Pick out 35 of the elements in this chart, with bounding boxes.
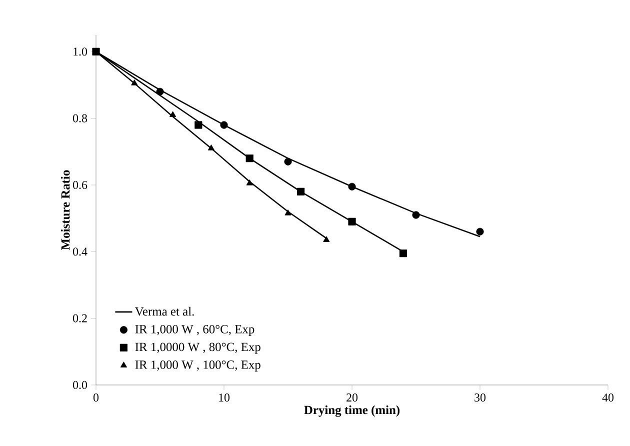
point	[412, 211, 420, 219]
y-axis-title: Moisture Ratio	[60, 170, 70, 250]
point	[208, 144, 215, 150]
point	[348, 218, 356, 226]
y-tick-label: 1.0	[74, 48, 88, 56]
y-tick-label: 0.4	[72, 248, 88, 256]
legend-label: Verma et al.	[134, 306, 194, 316]
x-tick-label: 40	[602, 394, 614, 402]
y-tick-label: 0.6	[72, 180, 88, 190]
point	[92, 48, 100, 56]
x-tick-label: 20	[346, 394, 358, 402]
x-axis-title: Drying time (min)	[304, 405, 400, 417]
point	[194, 121, 202, 129]
point	[246, 180, 253, 186]
y-tick-label: 0.2	[72, 314, 87, 322]
point	[284, 158, 292, 166]
point	[220, 121, 228, 129]
legend-label: IR 1,0000 W , 80°C, Exp	[135, 342, 260, 354]
point	[170, 111, 176, 117]
point	[156, 88, 164, 96]
point	[246, 154, 254, 162]
legend-label: IR 1,000 W , 100°C, Exp	[135, 360, 260, 372]
point	[284, 210, 292, 216]
point	[476, 228, 484, 236]
x-tick-label: 30	[474, 394, 486, 402]
legend-label: IR 1,000 W , 60°C, Exp	[135, 325, 254, 336]
point	[348, 182, 356, 190]
y-tick-label: 0.8	[72, 114, 88, 122]
x-tick-label: 10	[219, 394, 230, 402]
y-tick-label: 0.0	[72, 380, 88, 390]
point	[297, 188, 305, 196]
point	[399, 250, 407, 258]
point	[131, 80, 138, 86]
point	[323, 236, 330, 242]
x-tick-label: 0	[93, 394, 99, 402]
